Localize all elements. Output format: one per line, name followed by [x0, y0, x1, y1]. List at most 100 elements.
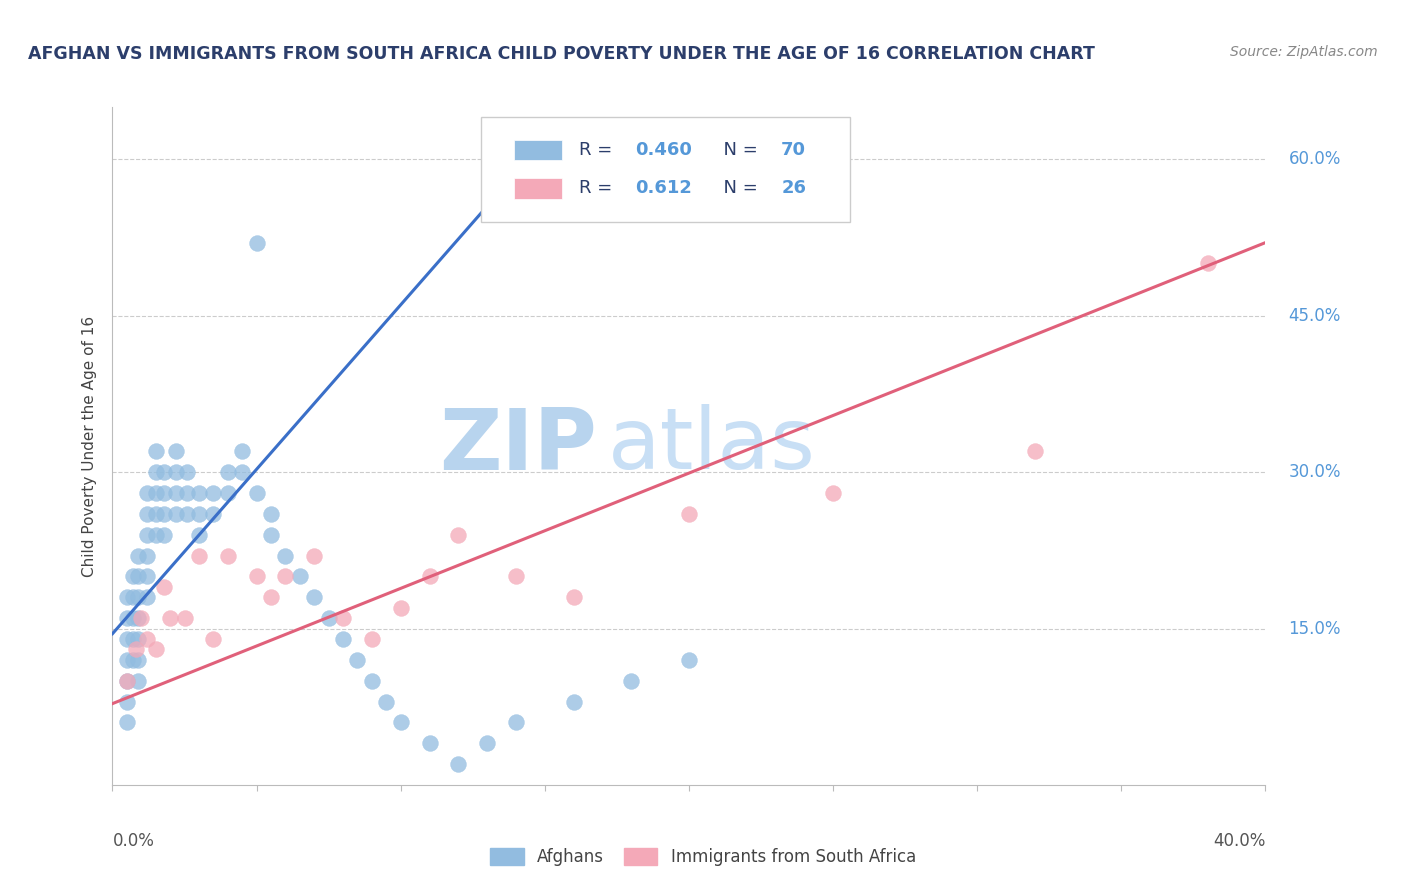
Point	[505, 715, 527, 730]
Point	[202, 507, 225, 521]
Point	[246, 235, 269, 250]
Point	[121, 569, 143, 583]
Point	[246, 569, 269, 583]
Point	[260, 527, 283, 541]
Point	[127, 569, 149, 583]
Point	[121, 611, 143, 625]
Point	[121, 632, 143, 646]
Point	[129, 611, 153, 625]
Point	[260, 507, 283, 521]
Point	[505, 569, 527, 583]
Point	[127, 611, 149, 625]
Point	[136, 527, 159, 541]
Point	[188, 527, 211, 541]
Point	[127, 591, 149, 605]
Point	[115, 632, 138, 646]
Point	[288, 569, 311, 583]
Point	[153, 527, 176, 541]
Point	[165, 507, 187, 521]
Point	[419, 569, 441, 583]
Point	[145, 527, 167, 541]
Text: N =: N =	[711, 141, 763, 159]
Point	[115, 673, 138, 688]
Point	[127, 632, 149, 646]
Text: N =: N =	[711, 179, 763, 197]
Point	[202, 632, 225, 646]
Point	[447, 757, 470, 772]
Point	[136, 507, 159, 521]
Point	[188, 549, 211, 563]
Point	[165, 444, 187, 458]
Point	[136, 591, 159, 605]
Text: 45.0%: 45.0%	[1288, 307, 1341, 325]
Point	[176, 507, 198, 521]
Text: R =: R =	[579, 141, 619, 159]
Point	[274, 569, 297, 583]
Point	[176, 465, 198, 479]
FancyBboxPatch shape	[513, 139, 562, 160]
Text: R =: R =	[579, 179, 624, 197]
Point	[145, 465, 167, 479]
Point	[159, 611, 181, 625]
FancyBboxPatch shape	[481, 117, 851, 222]
Point	[678, 507, 700, 521]
Text: 26: 26	[782, 179, 806, 197]
Point	[121, 653, 143, 667]
Point	[419, 736, 441, 750]
Point	[389, 715, 412, 730]
Point	[153, 507, 176, 521]
Point	[153, 486, 176, 500]
Text: 30.0%: 30.0%	[1288, 463, 1341, 481]
Point	[260, 591, 283, 605]
Point	[620, 673, 643, 688]
Point	[153, 580, 176, 594]
Point	[165, 465, 187, 479]
Point	[115, 715, 138, 730]
Point	[475, 736, 499, 750]
Point	[360, 673, 382, 688]
Point	[188, 486, 211, 500]
Point	[318, 611, 340, 625]
Point	[389, 600, 412, 615]
Point	[246, 486, 269, 500]
Point	[562, 591, 585, 605]
Point	[562, 694, 585, 708]
FancyBboxPatch shape	[513, 178, 562, 199]
Text: 60.0%: 60.0%	[1288, 150, 1341, 169]
Point	[145, 444, 167, 458]
Point	[217, 465, 239, 479]
Point	[375, 694, 398, 708]
Point	[115, 591, 138, 605]
Point	[231, 444, 253, 458]
Point	[1024, 444, 1046, 458]
Text: 15.0%: 15.0%	[1288, 620, 1341, 638]
Text: Source: ZipAtlas.com: Source: ZipAtlas.com	[1230, 45, 1378, 59]
Point	[217, 549, 239, 563]
Legend: Afghans, Immigrants from South Africa: Afghans, Immigrants from South Africa	[482, 840, 924, 875]
Text: 0.612: 0.612	[634, 179, 692, 197]
Point	[332, 632, 354, 646]
Point	[360, 632, 382, 646]
Point	[115, 653, 138, 667]
Point	[115, 611, 138, 625]
Point	[678, 653, 700, 667]
Text: ZIP: ZIP	[439, 404, 596, 488]
Point	[121, 591, 143, 605]
Point	[136, 569, 159, 583]
Point	[115, 694, 138, 708]
Point	[127, 549, 149, 563]
Point	[153, 465, 176, 479]
Point	[136, 632, 159, 646]
Point	[332, 611, 354, 625]
Point	[124, 642, 146, 657]
Text: atlas: atlas	[609, 404, 817, 488]
Point	[821, 486, 844, 500]
Point	[173, 611, 195, 625]
Point	[231, 465, 253, 479]
Point	[136, 549, 159, 563]
Point	[145, 486, 167, 500]
Text: 40.0%: 40.0%	[1213, 832, 1265, 850]
Point	[165, 486, 187, 500]
Point	[202, 486, 225, 500]
Point	[217, 486, 239, 500]
